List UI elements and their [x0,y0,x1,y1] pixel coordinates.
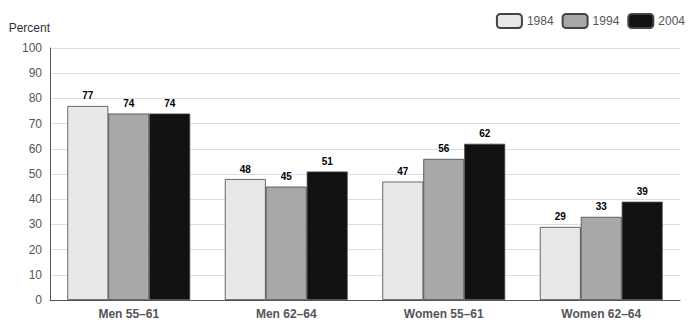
svg-text:51: 51 [322,156,334,167]
svg-text:45: 45 [281,171,293,182]
svg-text:100: 100 [22,41,42,55]
svg-text:74: 74 [123,98,135,109]
svg-text:56: 56 [438,143,450,154]
svg-text:80: 80 [29,91,43,105]
svg-text:0: 0 [35,293,42,307]
svg-text:77: 77 [82,90,94,101]
svg-text:70: 70 [29,117,43,131]
svg-text:48: 48 [240,164,252,175]
svg-text:60: 60 [29,142,43,156]
svg-text:20: 20 [29,243,43,257]
svg-text:62: 62 [479,128,491,139]
svg-text:2004: 2004 [658,14,685,28]
svg-text:1994: 1994 [593,14,620,28]
svg-text:1984: 1984 [527,14,554,28]
svg-text:Women 55–61: Women 55–61 [404,307,484,321]
svg-text:90: 90 [29,66,43,80]
svg-text:50: 50 [29,167,43,181]
svg-text:33: 33 [596,201,608,212]
svg-text:29: 29 [555,211,567,222]
svg-text:47: 47 [397,166,409,177]
svg-text:30: 30 [29,217,43,231]
svg-text:Percent: Percent [9,21,51,35]
svg-text:10: 10 [29,268,43,282]
svg-text:74: 74 [164,98,176,109]
svg-text:39: 39 [637,186,649,197]
svg-text:40: 40 [29,192,43,206]
svg-text:Women 62–64: Women 62–64 [561,307,641,321]
svg-text:Men 55–61: Men 55–61 [98,307,159,321]
svg-text:Men 62–64: Men 62–64 [256,307,317,321]
